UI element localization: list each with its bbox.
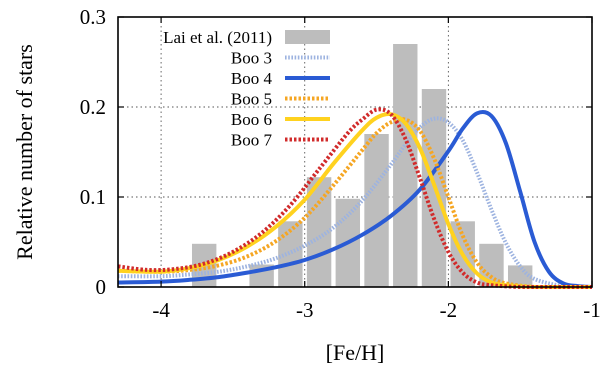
series-lines <box>117 107 593 289</box>
axis-ticks: -4 -3 -2 -1 0 0.1 0.2 0.3 <box>80 5 600 322</box>
y-axis-label: Relative number of stars <box>12 44 37 260</box>
x-tick-label: -1 <box>583 298 600 322</box>
x-tick-label: -2 <box>440 298 458 322</box>
legend-label: Boo 6 <box>231 110 272 129</box>
y-tick-label: 0 <box>96 275 107 299</box>
plot-frame <box>117 16 593 288</box>
series-line-boo-5 <box>117 117 592 289</box>
series-line-boo-7 <box>117 107 592 289</box>
legend-swatch-histogram <box>285 30 330 44</box>
legend-label: Boo 5 <box>231 90 272 109</box>
histogram-bar <box>507 265 533 287</box>
legend-label: Lai et al. (2011) <box>163 28 272 47</box>
y-tick-label: 0.3 <box>80 5 106 29</box>
y-tick-label: 0.2 <box>80 95 106 119</box>
x-axis-label: [Fe/H] <box>326 340 385 365</box>
legend-label: Boo 3 <box>231 49 272 68</box>
series-line-boo-4 <box>117 109 593 289</box>
histogram-bar <box>393 44 418 287</box>
legend-label: Boo 4 <box>231 69 273 88</box>
x-tick-label: -3 <box>296 298 314 322</box>
legend-label: Boo 7 <box>231 131 273 150</box>
x-tick-label: -4 <box>152 298 170 322</box>
histogram-bar <box>364 134 389 287</box>
y-tick-label: 0.1 <box>80 185 106 209</box>
